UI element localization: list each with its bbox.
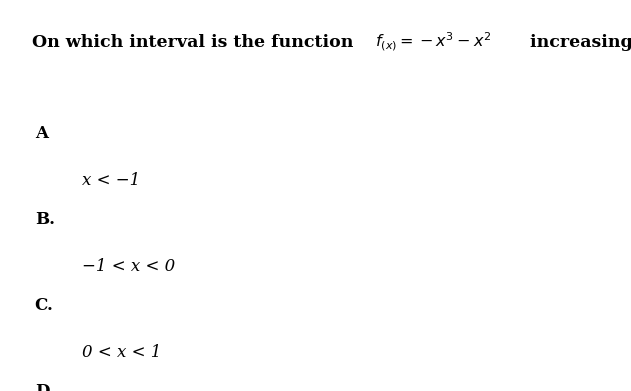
Text: $f_{(x)}= - x^3 - x^2$: $f_{(x)}= - x^3 - x^2$ [375,31,492,53]
Text: B.: B. [35,211,55,228]
Text: A: A [35,125,48,142]
Text: C.: C. [35,297,54,314]
Text: increasing?: increasing? [524,34,631,51]
Text: −1 < x < 0: −1 < x < 0 [82,258,175,275]
Text: D.: D. [35,383,54,391]
Text: x < −1: x < −1 [82,172,140,189]
Text: 0 < x < 1: 0 < x < 1 [82,344,162,361]
Text: On which interval is the function: On which interval is the function [32,34,359,51]
